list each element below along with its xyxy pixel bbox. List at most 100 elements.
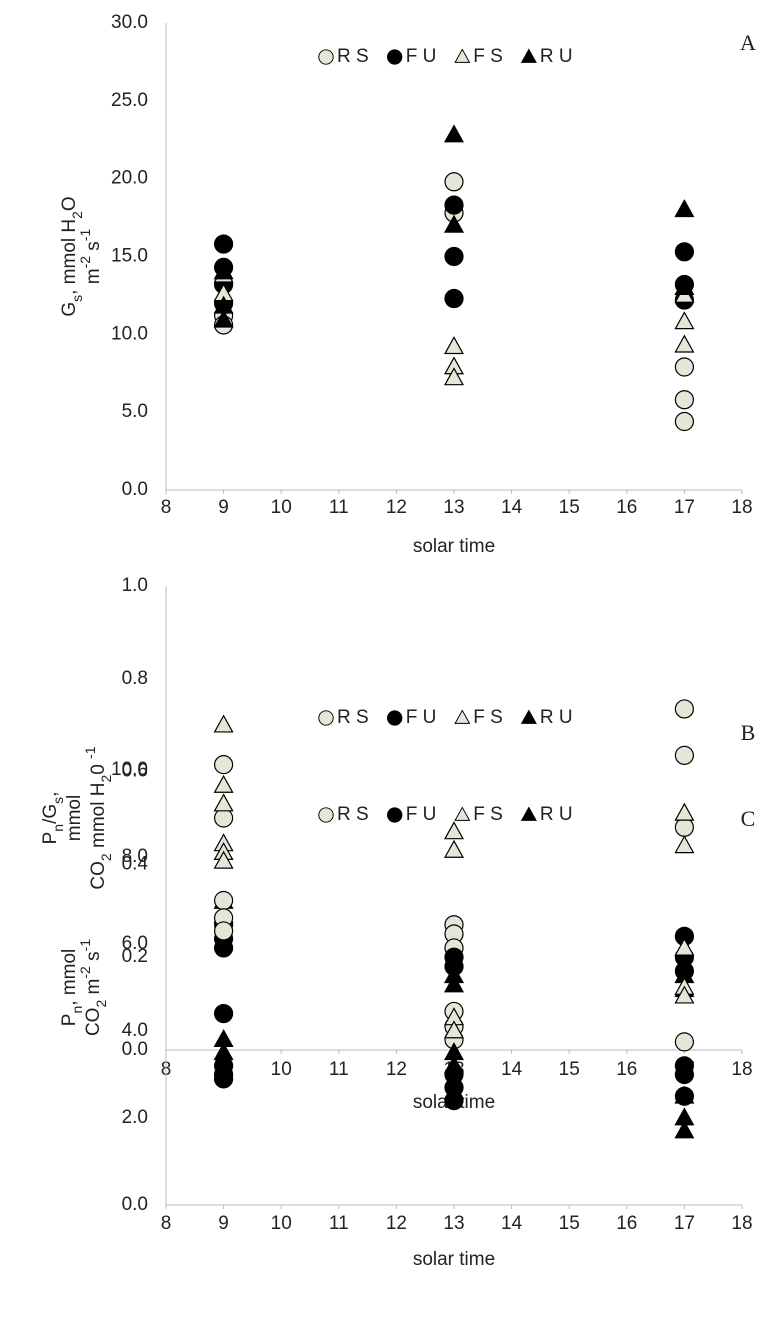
y-axis-label: Gs, mmol H2O: [59, 196, 85, 316]
data-point: [674, 745, 695, 765]
legend-label: R U: [540, 707, 573, 728]
x-tick-label: 14: [501, 497, 523, 518]
x-tick-label: 18: [731, 1213, 752, 1234]
x-tick-label: 10: [271, 497, 292, 518]
y-tick-label: 30.0: [111, 12, 148, 33]
y-label-part: , mmol H: [59, 219, 80, 295]
y-tick-label: 10.0: [111, 323, 148, 344]
y-tick-label: 20.0: [111, 168, 148, 189]
data-point: [674, 1032, 695, 1052]
data-point: [674, 390, 695, 410]
y-label-part: n: [69, 1006, 85, 1014]
y-tick-label: 0.0: [122, 1194, 148, 1215]
legend-label: R S: [337, 707, 369, 728]
x-tick-label: 13: [443, 497, 464, 518]
y-label-part: mmol H: [88, 783, 109, 854]
legend-marker: [318, 710, 334, 726]
data-point: [444, 288, 464, 309]
legend-label: F S: [473, 804, 503, 825]
y-tick-label: 0.8: [122, 668, 148, 689]
x-tick-label: 14: [501, 1059, 523, 1080]
panel-letter: A: [740, 30, 756, 55]
legend-label: R U: [540, 804, 573, 825]
y-axis-label: CO2 mmol H20 -1: [82, 746, 114, 889]
y-label-part: m: [83, 268, 104, 284]
x-tick-label: 11: [329, 1059, 349, 1080]
y-label-part: /G: [40, 804, 61, 824]
x-tick-label: 12: [386, 1059, 407, 1080]
y-axis-label: m-2 s-1: [77, 229, 104, 285]
data-point: [674, 985, 695, 1004]
legend-label: R S: [337, 46, 369, 67]
data-point: [214, 234, 234, 254]
y-label-part: -2: [77, 966, 93, 979]
y-label-part: -1: [82, 746, 98, 759]
data-point: [214, 938, 234, 958]
data-point: [213, 309, 234, 328]
y-tick-label: 10.0: [111, 759, 148, 780]
y-label-part: CO: [88, 861, 109, 890]
y-label-part: ,: [40, 792, 61, 797]
data-point: [444, 172, 464, 192]
data-point: [674, 276, 695, 295]
x-tick-label: 16: [616, 1213, 637, 1234]
y-label-part: s: [69, 295, 85, 302]
x-tick-label: 16: [616, 497, 637, 518]
data-point: [674, 242, 695, 262]
data-point: [213, 793, 234, 812]
y-tick-label: 4.0: [122, 1020, 148, 1041]
y-label-part: , mmol: [59, 949, 80, 1006]
x-tick-label: 17: [674, 497, 695, 518]
legend-marker: [387, 49, 403, 65]
y-tick-label: 1.0: [122, 575, 148, 596]
panel-letter: C: [741, 806, 756, 831]
legend-label: F S: [473, 707, 503, 728]
x-tick-label: 13: [443, 1213, 464, 1234]
data-point: [443, 1081, 465, 1100]
y-tick-label: 5.0: [122, 401, 148, 422]
legend-marker: [387, 807, 403, 823]
y-label-part: mmol: [64, 795, 85, 841]
legend-label: F U: [406, 46, 437, 67]
x-tick-label: 12: [386, 497, 407, 518]
y-label-part: 2: [69, 211, 85, 219]
legend-marker: [520, 48, 537, 63]
data-point: [443, 336, 465, 355]
y-tick-label: 0.0: [122, 479, 148, 500]
y-tick-label: 25.0: [111, 90, 148, 111]
y-label-part: n: [50, 824, 66, 832]
legend-marker: [454, 806, 471, 821]
data-point: [214, 808, 234, 828]
y-label-part: -1: [77, 229, 93, 242]
data-point: [213, 714, 234, 733]
legend-label: F S: [473, 46, 503, 67]
legend-marker: [318, 807, 334, 823]
x-tick-label: 9: [218, 1213, 229, 1234]
data-point: [674, 1085, 695, 1104]
data-point: [443, 124, 465, 143]
data-point: [674, 311, 695, 330]
y-label-part: 2: [98, 775, 114, 783]
x-tick-label: 11: [329, 497, 349, 518]
x-tick-label: 10: [271, 1213, 292, 1234]
legend-marker: [387, 710, 403, 726]
y-axis-label: CO2 m-2 s-1: [77, 939, 109, 1036]
x-tick-label: 14: [501, 1213, 523, 1234]
y-tick-label: 6.0: [122, 933, 148, 954]
x-tick-label: 9: [218, 497, 229, 518]
y-tick-label: 0.0: [122, 1039, 148, 1060]
data-point: [674, 334, 695, 353]
data-point: [213, 1042, 234, 1061]
data-point: [443, 821, 465, 840]
y-label-part: 0: [88, 759, 109, 775]
data-point: [443, 1020, 465, 1039]
data-point: [674, 1120, 695, 1139]
legend-marker: [454, 48, 471, 63]
panel-letter: B: [741, 720, 756, 745]
data-point: [674, 199, 695, 218]
y-tick-label: 15.0: [111, 246, 148, 267]
data-point: [443, 214, 465, 233]
data-point: [444, 246, 464, 267]
